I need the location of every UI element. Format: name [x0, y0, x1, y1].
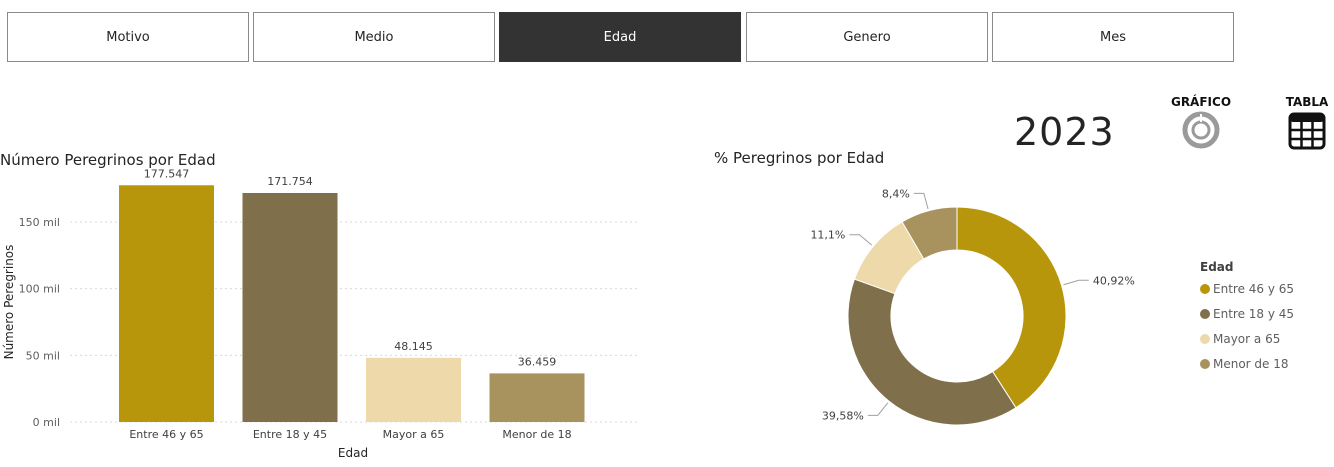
tab-motivo[interactable]: Motivo — [7, 12, 249, 62]
legend-title: Edad — [1200, 260, 1233, 274]
donut-slice — [956, 206, 1067, 409]
table-view-toggle[interactable]: TABLA — [1276, 95, 1334, 155]
bar-chart: 0 mil 50 mil 100 mil 150 mil 177.547 Entre 46… — [2, 167, 638, 460]
donut-chart-icon — [1182, 111, 1220, 149]
bar — [366, 357, 461, 422]
leader-line — [1063, 279, 1089, 286]
slice-label: 8,4% — [882, 187, 910, 200]
table-icon — [1288, 112, 1326, 150]
x-tick-label: Entre 18 y 45 — [253, 428, 327, 441]
tab-genero[interactable]: Genero — [746, 12, 988, 62]
bar — [242, 192, 338, 422]
tab-mes[interactable]: Mes — [992, 12, 1234, 62]
x-axis-title: Edad — [338, 446, 368, 460]
year-label: 2023 — [1014, 110, 1115, 154]
bar-chart-title: Número Peregrinos por Edad — [0, 151, 216, 169]
x-tick-label: Menor de 18 — [502, 428, 571, 441]
donut-slice — [901, 206, 958, 260]
data-label: 36.459 — [518, 355, 557, 368]
x-tick-label: Mayor a 65 — [383, 428, 445, 441]
tab-edad[interactable]: Edad — [499, 12, 741, 62]
table-view-label: TABLA — [1285, 95, 1329, 109]
leader-line — [849, 234, 873, 246]
donut-chart-title: % Peregrinos por Edad — [714, 149, 885, 167]
data-label: 48.145 — [394, 340, 433, 353]
y-axis-title: Número Peregrinos — [2, 245, 16, 360]
y-tick-label: 150 mil — [19, 216, 60, 229]
legend-item: Entre 46 y 65 — [1213, 282, 1294, 296]
bar — [489, 373, 585, 422]
chart-view-label: GRÁFICO — [1170, 95, 1232, 109]
data-label: 177.547 — [144, 167, 190, 180]
legend-marker — [1200, 284, 1210, 294]
legend-item: Mayor a 65 — [1213, 332, 1280, 346]
legend-item: Menor de 18 — [1213, 357, 1289, 371]
donut-chart: 40,92% 39,58% 11,1% 8,4% Edad Entre 46 y 65 En… — [810, 187, 1294, 426]
y-tick-label: 100 mil — [19, 283, 60, 296]
legend-marker — [1200, 309, 1210, 319]
chart-view-toggle[interactable]: GRÁFICO — [1166, 95, 1236, 155]
data-label: 171.754 — [267, 175, 313, 188]
legend-marker — [1200, 359, 1210, 369]
x-tick-label: Entre 46 y 65 — [129, 428, 203, 441]
slice-label: 40,92% — [1093, 274, 1135, 287]
tab-medio[interactable]: Medio — [253, 12, 495, 62]
slice-label: 39,58% — [822, 409, 864, 422]
legend-marker — [1200, 334, 1210, 344]
y-tick-label: 50 mil — [26, 349, 60, 362]
donut-slice — [847, 278, 1017, 426]
y-tick-label: 0 mil — [33, 416, 60, 429]
slice-label: 11,1% — [810, 229, 845, 242]
bar — [119, 185, 214, 422]
leader-line — [913, 192, 929, 209]
leader-line — [867, 402, 889, 416]
legend-item: Entre 18 y 45 — [1213, 307, 1294, 321]
